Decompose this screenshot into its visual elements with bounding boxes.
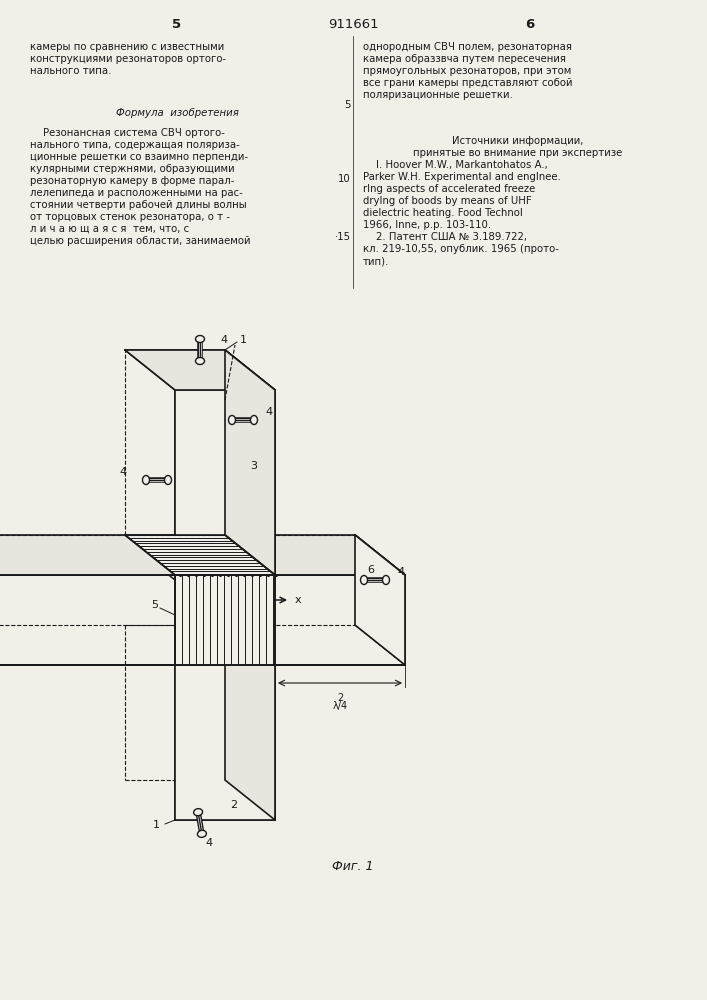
Text: нального типа, содержащая поляриза-: нального типа, содержащая поляриза- [30, 140, 240, 150]
Ellipse shape [194, 809, 203, 816]
Text: ционные решетки со взаимно перпенди-: ционные решетки со взаимно перпенди- [30, 152, 248, 162]
Text: 4: 4 [205, 838, 212, 848]
Text: 1966, Inne, p.p. 103-110.: 1966, Inne, p.p. 103-110. [363, 220, 491, 230]
Text: dryIng of boods by means of UHF: dryIng of boods by means of UHF [363, 196, 532, 206]
Text: целью расширения области, занимаемой: целью расширения области, занимаемой [30, 236, 250, 246]
Ellipse shape [382, 576, 390, 584]
Polygon shape [0, 535, 405, 575]
Text: Формула  изобретения: Формула изобретения [115, 108, 238, 118]
Text: лелепипеда и расположенными на рас-: лелепипеда и расположенными на рас- [30, 188, 243, 198]
Text: 911661: 911661 [327, 18, 378, 31]
Text: камеры по сравнению с известными: камеры по сравнению с известными [30, 42, 224, 52]
Text: тип).: тип). [363, 256, 390, 266]
Text: 10: 10 [338, 174, 351, 184]
Ellipse shape [143, 476, 149, 485]
Text: камера образзвча путем пересечения: камера образзвча путем пересечения [363, 54, 566, 64]
Text: 3: 3 [250, 461, 257, 471]
Text: 5: 5 [173, 18, 182, 31]
Text: нального типа.: нального типа. [30, 66, 112, 76]
Text: 6: 6 [525, 18, 534, 31]
Text: dielectric heating. Food Technol: dielectric heating. Food Technol [363, 208, 522, 218]
Text: 2: 2 [337, 693, 343, 703]
Polygon shape [355, 535, 405, 665]
Polygon shape [175, 575, 275, 665]
Polygon shape [0, 575, 405, 665]
Text: λ/4: λ/4 [332, 701, 348, 711]
Polygon shape [225, 350, 275, 575]
Text: 5: 5 [151, 600, 158, 610]
Text: 6: 6 [367, 565, 374, 575]
Text: л и ч а ю щ а я с я  тем, что, с: л и ч а ю щ а я с я тем, что, с [30, 224, 189, 234]
Text: I. Hoover M.W., Markantohatos A.,: I. Hoover M.W., Markantohatos A., [363, 160, 548, 170]
Text: от торцовых стенок резонатора, о т -: от торцовых стенок резонатора, о т - [30, 212, 230, 222]
Polygon shape [125, 535, 275, 575]
Text: 4: 4 [120, 467, 127, 477]
Text: конструкциями резонаторов ортого-: конструкциями резонаторов ортого- [30, 54, 226, 64]
Text: x: x [295, 595, 302, 605]
Text: 4: 4 [265, 407, 272, 417]
Ellipse shape [165, 476, 172, 485]
Ellipse shape [196, 336, 204, 342]
Polygon shape [175, 390, 275, 575]
Text: 5: 5 [344, 100, 351, 110]
Text: rIng aspects of accelerated freeze: rIng aspects of accelerated freeze [363, 184, 535, 194]
Text: 2. Патент США № 3.189.722,: 2. Патент США № 3.189.722, [363, 232, 527, 242]
Text: 4: 4 [397, 567, 404, 577]
Ellipse shape [197, 830, 206, 837]
Ellipse shape [361, 576, 368, 584]
Text: все грани камеры представляют собой: все грани камеры представляют собой [363, 78, 573, 88]
Polygon shape [175, 665, 275, 820]
Text: однородным СВЧ полем, резонаторная: однородным СВЧ полем, резонаторная [363, 42, 572, 52]
Text: 1: 1 [153, 820, 160, 830]
Text: Резонансная система СВЧ ортого-: Резонансная система СВЧ ортого- [30, 128, 225, 138]
Text: Parker W.H. Experimental and engInee.: Parker W.H. Experimental and engInee. [363, 172, 561, 182]
Polygon shape [225, 625, 275, 820]
Text: принятые во внимание при экспертизе: принятые во внимание при экспертизе [414, 148, 623, 158]
Text: 4: 4 [220, 335, 227, 345]
Text: ·15: ·15 [335, 232, 351, 242]
Text: Источники информации,: Источники информации, [452, 136, 584, 146]
Ellipse shape [196, 358, 204, 364]
Ellipse shape [250, 416, 257, 424]
Text: прямоугольных резонаторов, при этом: прямоугольных резонаторов, при этом [363, 66, 571, 76]
Text: поляризационные решетки.: поляризационные решетки. [363, 90, 513, 100]
Text: 1: 1 [240, 335, 247, 345]
Polygon shape [125, 350, 275, 390]
Text: z: z [144, 564, 150, 574]
Text: кл. 219-10,55, опублик. 1965 (прото-: кл. 219-10,55, опублик. 1965 (прото- [363, 244, 559, 254]
Text: резонаторную камеру в форме парал-: резонаторную камеру в форме парал- [30, 176, 235, 186]
Text: кулярными стержнями, образующими: кулярными стержнями, образующими [30, 164, 235, 174]
Text: Фиг. 1: Фиг. 1 [332, 860, 374, 873]
Text: 2: 2 [230, 800, 237, 810]
Text: y: y [197, 502, 204, 512]
Ellipse shape [228, 416, 235, 424]
Text: стоянии четверти рабочей длины волны: стоянии четверти рабочей длины волны [30, 200, 247, 210]
